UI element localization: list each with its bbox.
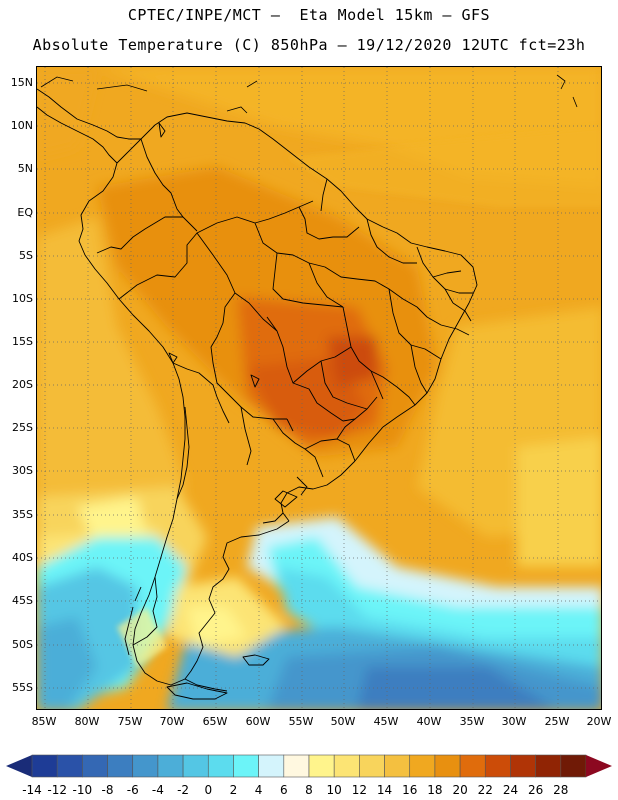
lat-label: 10N (10, 119, 33, 132)
colorbar-label: -6 (126, 783, 139, 797)
colorbar-cell (384, 754, 411, 778)
colorbar-label: 20 (452, 783, 468, 797)
lon-label: 35W (459, 715, 485, 728)
colorbar-cell (484, 754, 511, 778)
colorbar-cell (107, 754, 134, 778)
lon-label: 55W (288, 715, 314, 728)
colorbar-under-arrow (6, 755, 32, 777)
lat-label: 50S (12, 638, 33, 651)
lat-label: 10S (12, 292, 33, 305)
lon-label: 75W (117, 715, 143, 728)
colorbar-label: 18 (427, 783, 443, 797)
colorbar-label: 12 (351, 783, 367, 797)
lat-label: 55S (12, 681, 33, 694)
lon-label: 85W (31, 715, 57, 728)
lon-label: 70W (159, 715, 185, 728)
lat-label: 15S (12, 335, 33, 348)
lon-label: 25W (544, 715, 570, 728)
colorbar-label: 16 (402, 783, 418, 797)
colorbar-label: 28 (553, 783, 569, 797)
map-canvas (37, 67, 601, 709)
lon-label: 50W (330, 715, 356, 728)
lon-label: 40W (416, 715, 442, 728)
colorbar-cell (535, 754, 562, 778)
lat-label: 15N (10, 76, 33, 89)
lat-label: 25S (12, 421, 33, 434)
chart-subtitle: Absolute Temperature (C) 850hPa – 19/12/… (32, 36, 586, 54)
colorbar-cell (459, 754, 486, 778)
colorbar-cell (132, 754, 159, 778)
colorbar-label: 8 (305, 783, 313, 797)
colorbar-cell (560, 754, 587, 778)
chart-title: CPTEC/INPE/MCT – Eta Model 15km – GFS (127, 6, 491, 24)
lon-label: 65W (202, 715, 228, 728)
lat-label: 5N (17, 162, 33, 175)
colorbar-label: -2 (177, 783, 190, 797)
lat-label: 35S (12, 508, 33, 521)
colorbar-cell (510, 754, 536, 778)
colorbar-label: 2 (229, 783, 238, 797)
lat-label: 20S (12, 378, 33, 391)
colorbar-label: 22 (477, 783, 493, 797)
temperature-field (37, 67, 601, 709)
colorbar-cell (233, 754, 259, 778)
colorbar-cell (31, 754, 58, 778)
colorbar-label: -12 (47, 783, 67, 797)
lon-label: 80W (74, 715, 100, 728)
colorbar-cell (409, 754, 436, 778)
colorbar-cell (56, 754, 83, 778)
lat-label: 5S (19, 249, 33, 262)
colorbar-label: 4 (254, 783, 263, 797)
lat-label: 45S (12, 594, 33, 607)
lon-label: 20W (586, 715, 612, 728)
colorbar-label: -14 (22, 783, 42, 797)
colorbar-label: -4 (151, 783, 164, 797)
colorbar-cell (308, 754, 335, 778)
lon-label: 60W (245, 715, 271, 728)
colorbar-cell (82, 754, 108, 778)
lat-label: 30S (12, 464, 33, 477)
colorbar-label: -10 (72, 783, 93, 797)
lon-label: 30W (501, 715, 527, 728)
colorbar-cell (182, 754, 209, 778)
colorbar (6, 754, 612, 778)
colorbar-label: 6 (279, 783, 288, 797)
coastlines (37, 88, 478, 700)
caribbean-islands (40, 74, 578, 114)
lon-label: 45W (373, 715, 399, 728)
colorbar-cell (157, 754, 184, 778)
colorbar-cell (333, 754, 360, 778)
colorbar-cell (258, 754, 285, 778)
colorbar-label: 10 (326, 783, 342, 797)
colorbar-label: 24 (502, 783, 519, 797)
colorbar-label: -8 (101, 783, 114, 797)
temperature-map (36, 66, 602, 710)
colorbar-label: 14 (376, 783, 393, 797)
colorbar-cell (207, 754, 234, 778)
lat-label: 40S (12, 551, 33, 564)
colorbar-cell (434, 754, 461, 778)
colorbar-cell (283, 754, 310, 778)
colorbar-label: 0 (204, 783, 213, 797)
lat-lon-grid (37, 67, 601, 709)
colorbar-cell (359, 754, 385, 778)
lat-label: EQ (17, 206, 33, 219)
colorbar-label: 26 (527, 783, 544, 797)
colorbar-over-arrow (586, 755, 612, 777)
